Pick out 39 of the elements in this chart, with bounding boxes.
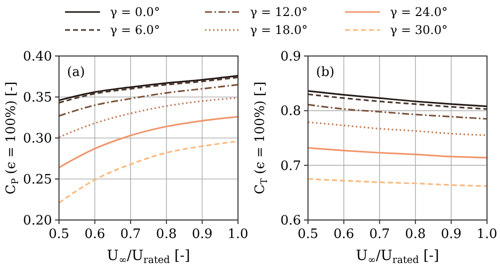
line-series: [307, 121, 488, 136]
x-axis-title: U$_{∞}$/U$_{rated}$ [-]: [106, 248, 190, 266]
x-tick-label: 0.9: [440, 227, 462, 242]
x-tick-label: 0.5: [48, 227, 70, 242]
x-tick-label: 0.7: [369, 227, 390, 242]
y-tick-label: 0.25: [23, 172, 52, 188]
line-series: [307, 104, 488, 120]
x-tick-label: 1.0: [228, 227, 248, 242]
y-tick-label: 0.8: [280, 104, 301, 120]
y-tick-label: 0.30: [23, 132, 52, 147]
annotation: (a): [67, 65, 85, 80]
x-tick-label: 0.7: [120, 227, 141, 242]
y-tick-label: 0.40: [23, 50, 52, 65]
line-series: [307, 147, 488, 158]
y-tick-label: 0.7: [280, 158, 301, 174]
legend-label: γ = 24.0°: [390, 5, 448, 20]
y-tick-label: 0.6: [280, 214, 301, 229]
x-tick-label: 0.6: [333, 227, 354, 242]
x-tick-label: 0.8: [405, 227, 426, 242]
x-axis-title: U$_{∞}$/U$_{rated}$ [-]: [356, 248, 440, 266]
annotation: (b): [316, 65, 334, 80]
x-tick-label: 0.9: [192, 227, 213, 242]
legend-label: γ = 0.0°: [110, 5, 160, 20]
x-tick-label: 0.8: [156, 227, 177, 242]
legend-label: γ = 18.0°: [250, 23, 308, 38]
y-tick-label: 0.9: [280, 50, 301, 65]
line-series: [307, 93, 488, 110]
x-tick-label: 1.0: [476, 227, 498, 242]
line-series: [307, 178, 488, 187]
line-series: [58, 116, 239, 168]
legend-label: γ = 6.0°: [110, 23, 160, 38]
x-tick-label: 0.5: [298, 227, 318, 242]
legend-label: γ = 12.0°: [250, 5, 308, 20]
line-series: [307, 90, 488, 108]
legend-label: γ = 30.0°: [390, 23, 448, 38]
y-tick-label: 0.20: [23, 214, 52, 229]
x-tick-label: 0.6: [84, 227, 106, 242]
line-series: [58, 84, 239, 117]
y-tick-label: 0.35: [23, 90, 52, 106]
